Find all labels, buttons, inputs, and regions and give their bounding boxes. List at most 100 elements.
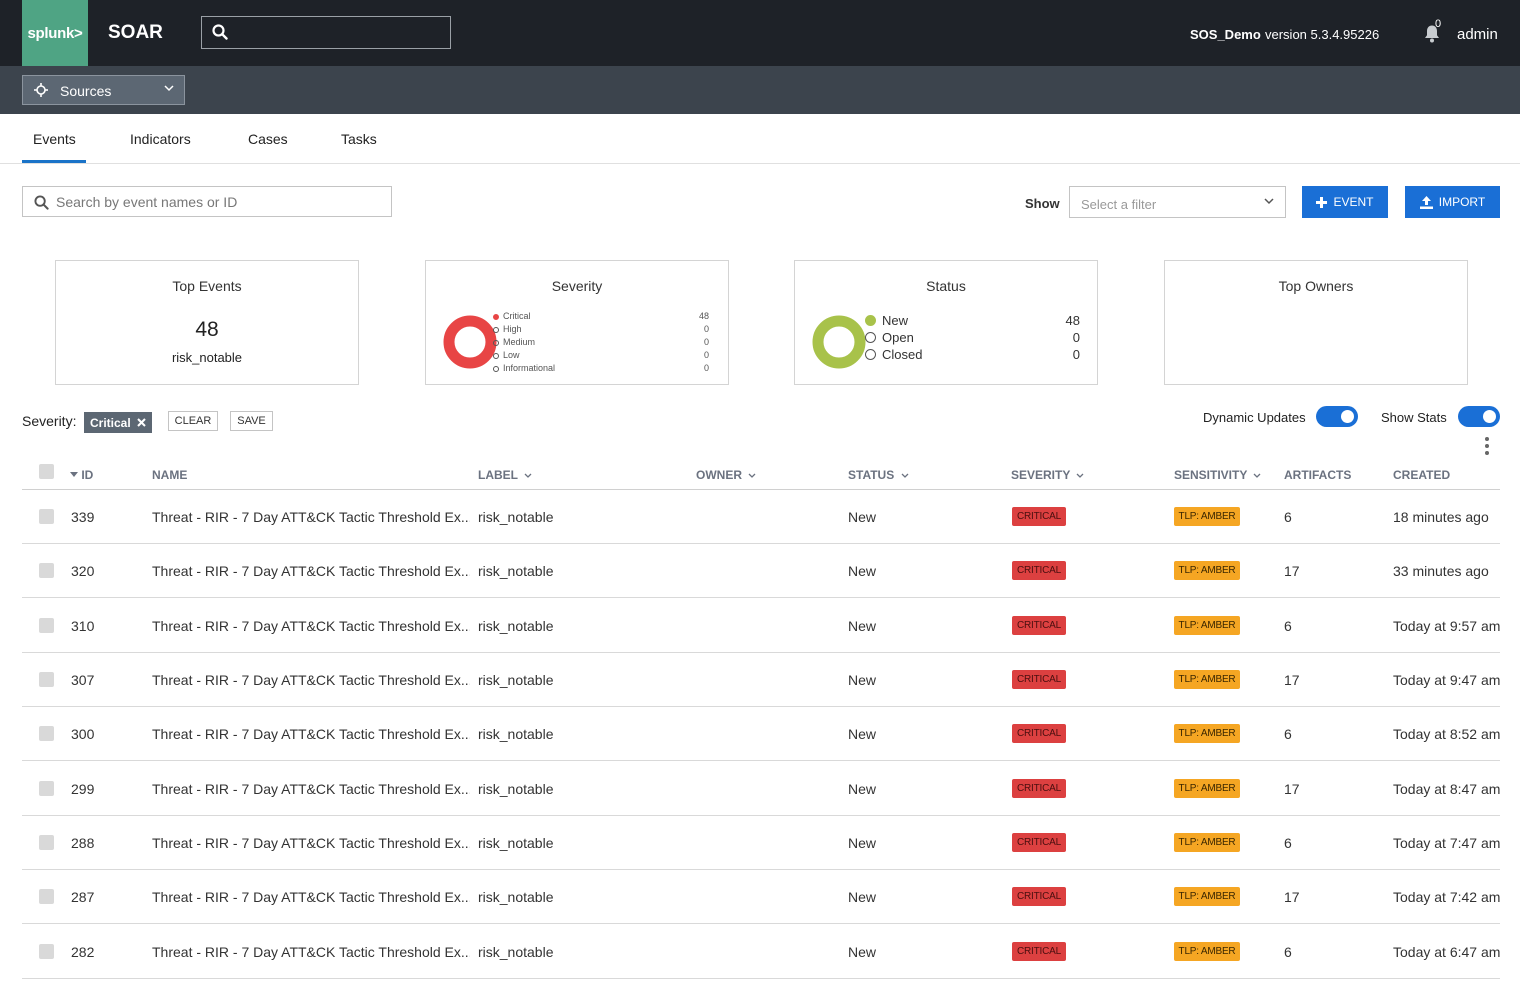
row-checkbox[interactable]: [39, 726, 54, 742]
card-title: Top Events: [172, 278, 242, 294]
severity-donut-chart: [443, 315, 497, 369]
sort-down-icon: [70, 472, 78, 477]
row-checkbox[interactable]: [39, 509, 54, 524]
column-header-id[interactable]: ID: [70, 468, 93, 482]
app-name[interactable]: SOAR: [108, 22, 163, 43]
severity-value: 0: [703, 350, 709, 360]
plus-icon: [1316, 196, 1328, 208]
import-button[interactable]: IMPORT: [1405, 186, 1500, 218]
chevron-down-icon: [524, 473, 532, 478]
tab-indicators[interactable]: Indicators: [130, 131, 191, 147]
chevron-down-icon: [901, 473, 909, 478]
cell-name[interactable]: Threat - RIR - 7 Day ATT&CK Tactic Thres…: [152, 509, 470, 525]
cell-label: risk_notable: [478, 617, 554, 634]
cell-label: risk_notable: [478, 889, 554, 906]
status-legend-closed: Closed: [865, 347, 922, 362]
table-row[interactable]: 307 Threat - RIR - 7 Day ATT&CK Tactic Th…: [22, 653, 1500, 707]
chevron-down-icon: [748, 473, 756, 478]
column-header-status[interactable]: STATUS: [848, 468, 909, 482]
row-checkbox[interactable]: [39, 780, 54, 796]
card-title: Status: [926, 278, 966, 294]
column-header-name[interactable]: NAME: [152, 468, 188, 482]
status-card: Status New Open Closed 48 0 0: [794, 260, 1098, 385]
cell-label: risk_notable: [478, 780, 554, 797]
table-row[interactable]: 288 Threat - RIR - 7 Day ATT&CK Tactic Th…: [22, 816, 1500, 870]
cell-label: risk_notable: [478, 509, 554, 525]
filter-select-placeholder: Select a filter: [1081, 197, 1157, 212]
sensitivity-badge: TLP: AMBER: [1174, 724, 1240, 744]
cell-name[interactable]: Threat - RIR - 7 Day ATT&CK Tactic Thres…: [152, 889, 470, 906]
tab-tasks[interactable]: Tasks: [341, 131, 377, 147]
show-stats-toggle[interactable]: [1458, 406, 1500, 427]
user-menu[interactable]: admin: [1457, 26, 1498, 43]
row-checkbox[interactable]: [39, 671, 54, 687]
column-header-created[interactable]: CREATED: [1393, 468, 1451, 482]
row-checkbox[interactable]: [39, 889, 54, 905]
cell-created: Today at 9:47 am: [1393, 671, 1501, 688]
table-row[interactable]: 287 Threat - RIR - 7 Day ATT&CK Tactic Th…: [22, 870, 1500, 925]
tab-events[interactable]: Events: [33, 131, 76, 147]
column-header-severity[interactable]: SEVERITY: [1011, 468, 1084, 482]
severity-legend-low: Low: [493, 350, 520, 360]
sensitivity-badge: TLP: AMBER: [1174, 669, 1240, 689]
cell-artifacts: 6: [1284, 834, 1292, 851]
cell-id: 300: [71, 726, 95, 743]
legend-label: Medium: [503, 337, 536, 347]
cell-name[interactable]: Threat - RIR - 7 Day ATT&CK Tactic Thres…: [152, 563, 470, 580]
upload-icon: [1419, 195, 1433, 209]
dynamic-updates-toggle[interactable]: [1316, 406, 1358, 427]
import-label: IMPORT: [1438, 195, 1486, 209]
row-checkbox[interactable]: [39, 834, 54, 850]
severity-badge: CRITICAL: [1012, 561, 1066, 581]
global-search-input[interactable]: [201, 16, 451, 49]
cell-created: Today at 7:47 am: [1393, 834, 1501, 851]
table-row[interactable]: 339 Threat - RIR - 7 Day ATT&CK Tactic Th…: [22, 490, 1500, 544]
table-row[interactable]: 299 Threat - RIR - 7 Day ATT&CK Tactic Th…: [22, 762, 1500, 816]
sources-dropdown[interactable]: Sources: [22, 75, 185, 105]
cell-artifacts: 6: [1284, 509, 1292, 525]
column-header-artifacts[interactable]: ARTIFACTS: [1284, 468, 1352, 482]
cell-name[interactable]: Threat - RIR - 7 Day ATT&CK Tactic Thres…: [152, 834, 470, 851]
severity-legend-informational: Informational: [493, 363, 555, 373]
column-label: ID: [81, 468, 94, 482]
cell-label: risk_notable: [478, 726, 554, 743]
add-event-button[interactable]: EVENT: [1302, 186, 1388, 218]
cell-artifacts: 6: [1284, 943, 1292, 960]
cell-name[interactable]: Threat - RIR - 7 Day ATT&CK Tactic Thres…: [152, 671, 470, 688]
column-header-owner[interactable]: OWNER: [696, 468, 756, 482]
severity-badge: CRITICAL: [1012, 615, 1066, 635]
clear-button[interactable]: CLEAR: [168, 411, 218, 431]
row-checkbox[interactable]: [39, 943, 54, 959]
event-search-input[interactable]: [56, 191, 376, 213]
version-label: version 5.3.4.95226: [1265, 27, 1380, 42]
column-header-label[interactable]: LABEL: [478, 468, 532, 482]
bell-icon[interactable]: [1423, 24, 1441, 44]
legend-label: Informational: [503, 363, 556, 373]
status-value: 48: [1065, 313, 1080, 328]
cell-name[interactable]: Threat - RIR - 7 Day ATT&CK Tactic Thres…: [152, 726, 470, 743]
table-row[interactable]: 320 Threat - RIR - 7 Day ATT&CK Tactic Th…: [22, 544, 1500, 599]
save-button[interactable]: SAVE: [230, 411, 273, 431]
table-row[interactable]: 300 Threat - RIR - 7 Day ATT&CK Tactic Th…: [22, 707, 1500, 762]
cell-name[interactable]: Threat - RIR - 7 Day ATT&CK Tactic Thres…: [152, 617, 470, 634]
event-search: [22, 186, 392, 217]
filter-select[interactable]: Select a filter: [1069, 186, 1286, 218]
table-row[interactable]: 310 Threat - RIR - 7 Day ATT&CK Tactic Th…: [22, 599, 1500, 653]
tab-cases[interactable]: Cases: [248, 131, 288, 147]
cell-name[interactable]: Threat - RIR - 7 Day ATT&CK Tactic Thres…: [152, 780, 470, 797]
cell-created: 18 minutes ago: [1393, 509, 1489, 525]
top-events-label[interactable]: risk_notable: [171, 350, 243, 365]
splunk-logo[interactable]: splunk>: [22, 0, 88, 66]
table-row[interactable]: 282 Threat - RIR - 7 Day ATT&CK Tactic Th…: [22, 925, 1500, 979]
instance-name: SOS_Demo: [1190, 27, 1261, 42]
row-checkbox[interactable]: [39, 563, 54, 579]
close-icon[interactable]: [136, 418, 146, 427]
cell-artifacts: 17: [1284, 563, 1300, 580]
select-all-checkbox[interactable]: [39, 464, 54, 479]
cell-created: 33 minutes ago: [1393, 563, 1489, 580]
filter-chip-critical[interactable]: Critical: [84, 412, 152, 433]
row-checkbox[interactable]: [39, 617, 54, 633]
column-header-sensitivity[interactable]: SENSITIVITY: [1174, 468, 1261, 482]
cell-name[interactable]: Threat - RIR - 7 Day ATT&CK Tactic Thres…: [152, 943, 470, 960]
kebab-menu-icon[interactable]: [1481, 436, 1493, 456]
